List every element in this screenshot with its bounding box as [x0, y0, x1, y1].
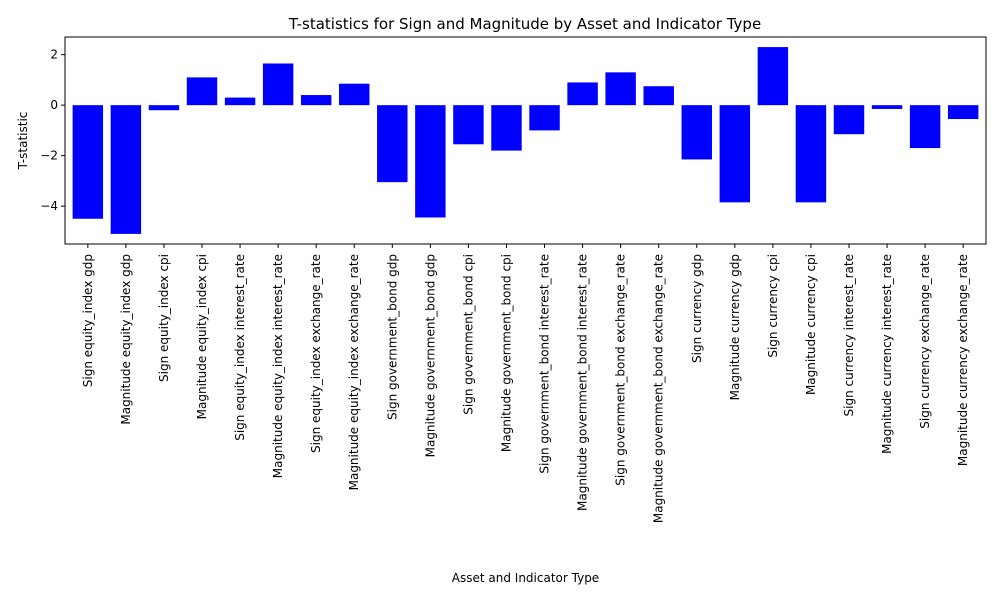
x-tick-label: Sign government_bond gdp: [385, 254, 399, 420]
x-axis-title: Asset and Indicator Type: [452, 571, 599, 585]
y-tick-label: 2: [50, 48, 58, 62]
x-tick-label: Magnitude government_bond cpi: [499, 254, 513, 452]
bar-magnitude-government-bond-interest-rate: [567, 82, 598, 106]
bar-magnitude-currency-exchange-rate: [947, 105, 979, 120]
x-tick-label: Magnitude equity_index exchange_rate: [347, 254, 361, 490]
bar-magnitude-government-bond-exchange-rate: [643, 86, 674, 106]
x-tick-label: Magnitude currency interest_rate: [880, 254, 894, 454]
y-tick-label: −4: [40, 199, 58, 213]
bar-magnitude-government-bond-gdp: [415, 105, 446, 218]
plot-frame: [64, 36, 987, 245]
x-tick-label: Sign currency cpi: [766, 254, 780, 358]
x-tick-label: Magnitude equity_index interest_rate: [271, 254, 285, 478]
x-tick-label: Magnitude government_bond interest_rate: [576, 254, 590, 511]
bar-sign-currency-cpi: [757, 47, 789, 106]
bar-sign-government-bond-gdp: [377, 105, 408, 183]
x-tick-label: Magnitude equity_index cpi: [195, 254, 209, 419]
bar-magnitude-equity-index-interest-rate: [262, 63, 294, 106]
bar-sign-equity-index-exchange-rate: [300, 95, 332, 106]
y-axis: −4 −2 0 2: [40, 48, 65, 213]
x-tick-label: Sign equity_index cpi: [157, 254, 171, 382]
bar-sign-equity-index-interest-rate: [224, 97, 256, 106]
x-tick-label: Sign government_bond exchange_rate: [614, 254, 628, 486]
bar-magnitude-equity-index-exchange-rate: [339, 83, 370, 106]
x-tick-label: Sign currency exchange_rate: [918, 254, 932, 429]
bar-magnitude-government-bond-cpi: [491, 105, 522, 151]
bar-magnitude-equity-index-cpi: [186, 77, 218, 106]
bar-sign-government-bond-exchange-rate: [605, 72, 636, 106]
x-tick-label: Sign currency gdp: [690, 254, 704, 363]
x-tick-label: Sign equity_index interest_rate: [233, 254, 247, 441]
x-tick-label: Magnitude currency gdp: [728, 254, 742, 400]
x-tick-label: Sign government_bond interest_rate: [538, 254, 552, 474]
x-tick-label: Magnitude currency exchange_rate: [956, 254, 970, 466]
bar-sign-equity-index-gdp: [72, 105, 104, 219]
bar-sign-government-bond-cpi: [453, 105, 484, 145]
bars-group: [72, 47, 979, 234]
bar-sign-currency-gdp: [681, 105, 712, 160]
bar-magnitude-currency-interest-rate: [871, 105, 903, 109]
bar-sign-currency-exchange-rate: [909, 105, 941, 149]
y-tick-label: −2: [40, 149, 58, 163]
bar-magnitude-currency-cpi: [795, 105, 827, 203]
x-tick-label: Magnitude currency cpi: [804, 254, 818, 395]
bar-sign-government-bond-interest-rate: [529, 105, 560, 131]
x-tick-label: Magnitude government_bond gdp: [423, 254, 437, 457]
bar-sign-equity-index-cpi: [148, 105, 180, 111]
x-axis: Sign equity_index gdp Magnitude equity_in…: [81, 244, 970, 523]
bar-magnitude-currency-gdp: [719, 105, 751, 203]
bar-sign-currency-interest-rate: [833, 105, 865, 135]
chart-title: T-statistics for Sign and Magnitude by A…: [288, 15, 761, 33]
x-tick-label: Sign equity_index gdp: [81, 254, 95, 387]
y-axis-title: T-statistic: [16, 112, 30, 171]
x-tick-label: Magnitude government_bond exchange_rate: [652, 254, 666, 523]
y-tick-label: 0: [50, 98, 58, 112]
x-tick-label: Sign government_bond cpi: [461, 254, 475, 415]
x-tick-label: Sign currency interest_rate: [842, 254, 856, 417]
x-tick-label: Magnitude equity_index gdp: [119, 254, 133, 425]
bar-magnitude-equity-index-gdp: [110, 105, 142, 234]
x-tick-label: Sign equity_index exchange_rate: [309, 254, 323, 453]
